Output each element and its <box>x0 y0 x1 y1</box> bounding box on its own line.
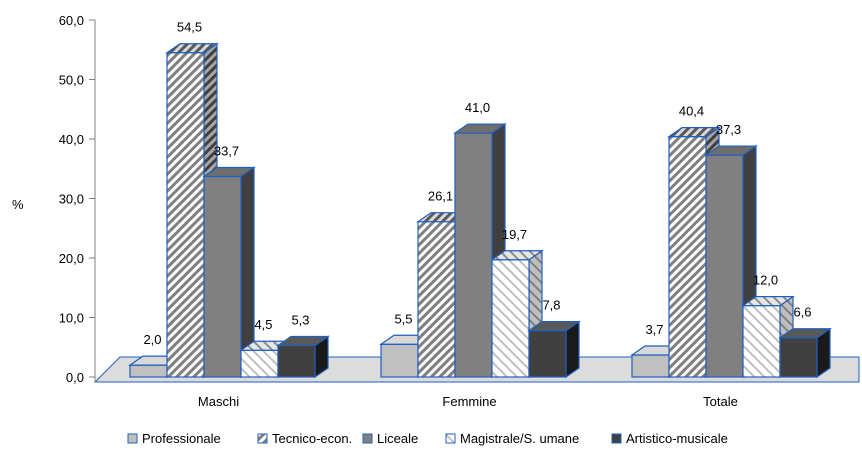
data-label: 12,0 <box>753 273 778 288</box>
data-label: 41,0 <box>465 100 490 115</box>
y-tick-label: 10,0 <box>59 311 84 326</box>
legend-item: Artistico-musicale <box>611 431 728 446</box>
bar-front <box>166 52 205 378</box>
bar-front <box>417 221 456 378</box>
y-axis-ticks: 0,0 10,0 20,0 30,0 40,0 50,0 60,0 <box>59 13 95 385</box>
data-label: 40,4 <box>679 104 704 119</box>
legend-swatch <box>445 433 456 444</box>
legend-item: Liceale <box>362 431 418 446</box>
legend-label: Magistrale/S. umane <box>460 431 579 446</box>
data-label: 5,5 <box>394 311 412 326</box>
bar-top <box>667 127 721 138</box>
x-category-label: Totale <box>703 394 738 409</box>
y-tick-label: 20,0 <box>59 251 84 266</box>
data-label: 37,3 <box>716 122 741 137</box>
legend-swatch <box>127 433 138 444</box>
bar-front <box>129 364 168 378</box>
legend-item: Professionale <box>127 431 221 446</box>
bar-front <box>705 154 744 378</box>
data-label: 26,1 <box>428 189 453 204</box>
bar-top <box>276 335 330 347</box>
legend-swatch <box>362 433 373 444</box>
bar-front <box>631 354 670 378</box>
bar <box>778 327 832 379</box>
bar-front <box>277 344 316 378</box>
data-label: 7,8 <box>542 298 560 313</box>
bar-top <box>490 250 544 261</box>
bar-front <box>742 305 781 378</box>
legend-item: Tecnico-econ. <box>257 431 352 446</box>
x-category-label: Maschi <box>198 394 239 409</box>
x-category-label: Femmine <box>442 394 496 409</box>
data-label: 3,7 <box>645 322 663 337</box>
data-label: 6,6 <box>793 305 811 320</box>
bar-front <box>240 349 279 378</box>
y-tick-label: 50,0 <box>59 73 84 88</box>
bar-top <box>527 320 581 332</box>
bar-front <box>779 337 818 378</box>
bar-front <box>491 259 530 378</box>
legend-label: Artistico-musicale <box>626 431 728 446</box>
legend-swatch <box>257 433 268 444</box>
bar-front <box>528 329 567 378</box>
bar <box>276 335 330 379</box>
bar-top <box>202 166 256 178</box>
legend-item: Magistrale/S. umane <box>445 431 579 446</box>
category-labels: Maschi Femmine Totale <box>198 394 738 409</box>
bars-layer: 2,0 54,5 33,7 4,5 5,3 5,5 26,1 41,0 19,7 7,8 3,7 40… <box>128 20 832 379</box>
data-label: 33,7 <box>214 143 239 158</box>
bar-top <box>704 145 758 156</box>
data-label: 19,7 <box>502 227 527 242</box>
bar-top <box>741 296 795 307</box>
y-tick-label: 0,0 <box>66 370 84 385</box>
bar-front <box>668 136 707 378</box>
bar-front <box>380 343 419 378</box>
bar-top <box>778 328 832 339</box>
bar-front <box>203 175 242 378</box>
bar-front <box>454 132 493 378</box>
legend-label: Tecnico-econ. <box>272 431 352 446</box>
legend-swatch <box>611 433 622 444</box>
y-tick-label: 30,0 <box>59 192 84 207</box>
bar <box>527 320 581 379</box>
bar <box>704 144 758 379</box>
bar-top <box>165 43 219 54</box>
legend-label: Professionale <box>142 431 221 446</box>
y-axis-label: % <box>12 197 24 212</box>
legend-label: Liceale <box>377 431 418 446</box>
data-label: 5,3 <box>291 312 309 327</box>
data-label: 2,0 <box>143 332 161 347</box>
data-label: 4,5 <box>254 317 272 332</box>
y-tick-label: 60,0 <box>59 13 84 28</box>
bar-top <box>453 123 507 134</box>
y-tick-label: 40,0 <box>59 132 84 147</box>
data-label: 54,5 <box>177 20 202 35</box>
legend: Professionale Tecnico-econ. Liceale Magistr… <box>127 431 728 446</box>
bar <box>202 166 256 379</box>
